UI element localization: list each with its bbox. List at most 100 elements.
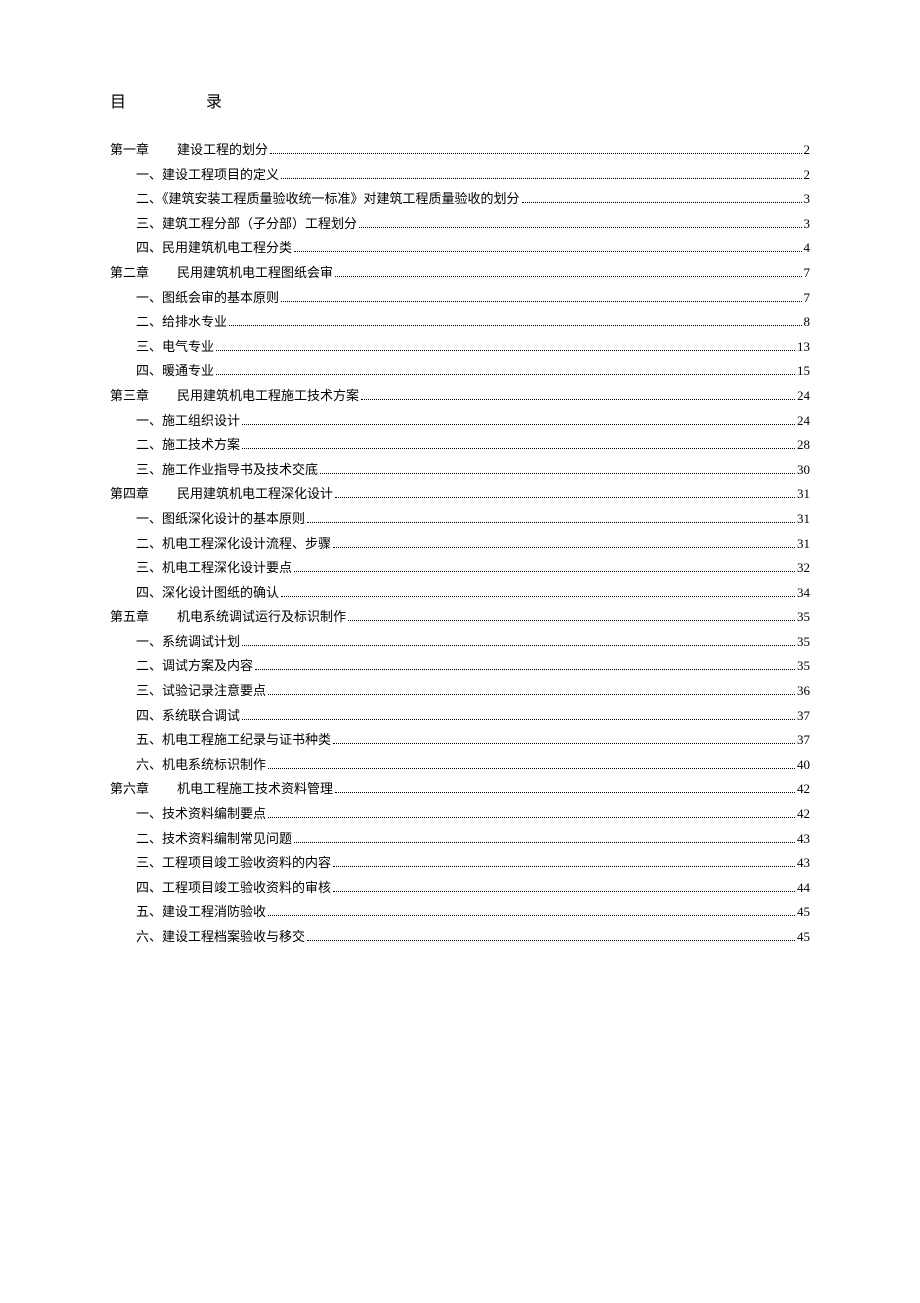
toc-entry-page: 15: [797, 363, 810, 379]
toc-entry-page: 4: [804, 240, 811, 256]
toc-leader-dots: [307, 522, 795, 523]
toc-entry-page: 8: [804, 314, 811, 330]
toc-entry-page: 7: [804, 290, 811, 306]
toc-entry-page: 7: [804, 265, 811, 281]
toc-leader-dots: [333, 743, 795, 744]
toc-leader-dots: [307, 940, 795, 941]
toc-chapter-prefix: 第六章: [110, 781, 149, 796]
title-right: 录: [206, 94, 222, 111]
toc-leader-dots: [242, 645, 795, 646]
toc-entry-page: 2: [804, 142, 811, 158]
toc-entry-page: 34: [797, 585, 810, 601]
toc-entry-label: 一、施工组织设计: [136, 413, 240, 429]
toc-entry-label: 一、建设工程项目的定义: [136, 167, 279, 183]
toc-chapter-text: 民用建筑机电工程图纸会审: [177, 265, 333, 280]
toc-entry-label: 二、施工技术方案: [136, 437, 240, 453]
toc-entry-page: 24: [797, 413, 810, 429]
toc-entry: 三、建筑工程分部（子分部）工程划分 3: [110, 216, 810, 232]
toc-entry: 一、技术资料编制要点42: [110, 806, 810, 822]
toc-entry: 四、民用建筑机电工程分类 4: [110, 240, 810, 256]
toc-entry: 第三章民用建筑机电工程施工技术方案24: [110, 388, 810, 404]
toc-entry-page: 37: [797, 708, 810, 724]
toc-entry-label: 第三章民用建筑机电工程施工技术方案: [110, 388, 359, 404]
toc-entry-label: 三、机电工程深化设计要点: [136, 560, 292, 576]
toc-entry-label: 六、建设工程档案验收与移交: [136, 929, 305, 945]
toc-entry-label: 四、工程项目竣工验收资料的审核: [136, 880, 331, 896]
toc-entry-label: 五、建设工程消防验收: [136, 904, 266, 920]
toc-leader-dots: [359, 227, 801, 228]
toc-entry: 第二章民用建筑机电工程图纸会审7: [110, 265, 810, 281]
toc-entry: 五、机电工程施工纪录与证书种类 37: [110, 732, 810, 748]
toc-entry-label: 四、民用建筑机电工程分类: [136, 240, 292, 256]
toc-leader-dots: [333, 866, 795, 867]
toc-entry: 三、电气专业 13: [110, 339, 810, 355]
toc-entry-page: 32: [797, 560, 810, 576]
toc-entry-label: 二、给排水专业: [136, 314, 227, 330]
toc-entry: 一、图纸深化设计的基本原则31: [110, 511, 810, 527]
toc-entry-label: 三、电气专业: [136, 339, 214, 355]
toc-leader-dots: [335, 792, 795, 793]
toc-chapter-prefix: 第一章: [110, 142, 149, 157]
toc-entry: 二、技术资料编制常见问题43: [110, 831, 810, 847]
toc-entry-label: 四、系统联合调试: [136, 708, 240, 724]
toc-entry: 第一章建设工程的划分 2: [110, 142, 810, 158]
toc-entry-label: 第一章建设工程的划分: [110, 142, 268, 158]
toc-leader-dots: [294, 571, 795, 572]
toc-leader-dots: [281, 301, 801, 302]
toc-entry-page: 44: [797, 880, 810, 896]
toc-entry-label: 一、图纸会审的基本原则: [136, 290, 279, 306]
toc-leader-dots: [255, 669, 795, 670]
toc-leader-dots: [294, 842, 795, 843]
toc-leader-dots: [242, 719, 795, 720]
toc-entry-label: 一、系统调试计划: [136, 634, 240, 650]
toc-entry-page: 31: [797, 536, 810, 552]
toc-entry: 三、施工作业指导书及技术交底30: [110, 462, 810, 478]
toc-entry: 四、工程项目竣工验收资料的审核 44: [110, 880, 810, 896]
toc-entry-page: 45: [797, 929, 810, 945]
toc-entry-label: 三、建筑工程分部（子分部）工程划分: [136, 216, 357, 232]
toc-leader-dots: [335, 497, 795, 498]
toc-chapter-text: 民用建筑机电工程施工技术方案: [177, 388, 359, 403]
toc-leader-dots: [348, 620, 795, 621]
toc-entry-label: 二、机电工程深化设计流程、步骤: [136, 536, 331, 552]
toc-leader-dots: [268, 817, 795, 818]
toc-entry: 三、机电工程深化设计要点 32: [110, 560, 810, 576]
toc-entry-label: 四、深化设计图纸的确认: [136, 585, 279, 601]
title-left: 目: [110, 94, 126, 111]
toc-entry: 二、机电工程深化设计流程、步骤 31: [110, 536, 810, 552]
toc-entry-label: 第六章 机电工程施工技术资料管理: [110, 781, 333, 797]
toc-entry-page: 40: [797, 757, 810, 773]
toc-leader-dots: [270, 153, 801, 154]
toc-entry-page: 43: [797, 831, 810, 847]
toc-entry-label: 二、《建筑安装工程质量验收统一标准》对建筑工程质量验收的划分: [136, 191, 520, 207]
toc-entry: 三、工程项目竣工验收资料的内容43: [110, 855, 810, 871]
toc-leader-dots: [281, 178, 801, 179]
toc-entry-page: 42: [797, 806, 810, 822]
toc-entry-label: 五、机电工程施工纪录与证书种类: [136, 732, 331, 748]
toc-entry-page: 42: [797, 781, 810, 797]
toc-leader-dots: [320, 473, 795, 474]
toc-chapter-text: 机电工程施工技术资料管理: [177, 781, 333, 796]
toc-entry-page: 45: [797, 904, 810, 920]
toc-leader-dots: [281, 596, 795, 597]
toc-leader-dots: [335, 276, 801, 277]
toc-entry-page: 31: [797, 511, 810, 527]
toc-leader-dots: [216, 350, 795, 351]
toc-entry-label: 四、暖通专业: [136, 363, 214, 379]
toc-entry: 一、系统调试计划35: [110, 634, 810, 650]
toc-leader-dots: [333, 547, 795, 548]
toc-leader-dots: [242, 424, 795, 425]
toc-leader-dots: [268, 768, 795, 769]
toc-leader-dots: [294, 251, 801, 252]
toc-entry-page: 37: [797, 732, 810, 748]
toc-entry-page: 3: [804, 216, 811, 232]
toc-leader-dots: [216, 374, 795, 375]
toc-entry-page: 13: [797, 339, 810, 355]
toc-entry-page: 28: [797, 437, 810, 453]
toc-entry: 一、施工组织设计 24: [110, 413, 810, 429]
toc-entry-label: 第四章民用建筑机电工程深化设计: [110, 486, 333, 502]
toc-entry: 六、建设工程档案验收与移交 45: [110, 929, 810, 945]
toc-chapter-text: 机电系统调试运行及标识制作: [177, 609, 346, 624]
toc-entry: 四、系统联合调试 37: [110, 708, 810, 724]
toc-entry: 三、试验记录注意要点36: [110, 683, 810, 699]
